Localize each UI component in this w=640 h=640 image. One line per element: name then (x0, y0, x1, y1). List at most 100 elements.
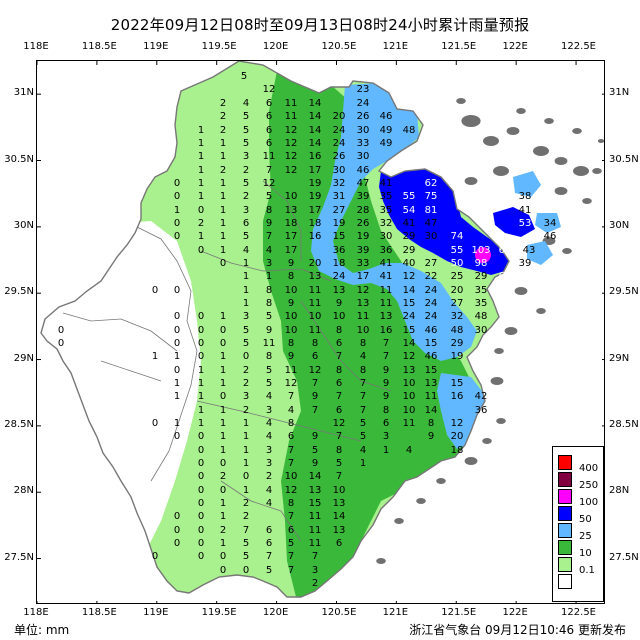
rainfall-value-label: 1 (220, 138, 226, 149)
island-shape (544, 118, 554, 124)
rainfall-value-label: 39 (357, 245, 370, 256)
rainfall-value-label: 24 (333, 138, 346, 149)
rainfall-value-label: 1 (266, 271, 272, 282)
rainfall-value-label: 3 (266, 405, 272, 416)
rainfall-value-label: 75 (425, 191, 438, 202)
rainfall-value-label: 15 (451, 378, 464, 389)
rainfall-value-label: 12 (403, 271, 416, 282)
rainfall-value-label: 46 (425, 351, 438, 362)
rainfall-value-label: 29 (403, 245, 416, 256)
rainfall-value-label: 17 (309, 165, 322, 176)
rainfall-value-label: 32 (380, 218, 393, 229)
rainfall-value-label: 13 (333, 285, 346, 296)
rainfall-value-label: 7 (336, 351, 342, 362)
rainfall-value-label: 1 (243, 285, 249, 296)
rainfall-value-label: 7 (288, 391, 294, 402)
rainfall-value-label: 4 (266, 485, 272, 496)
rainfall-value-label: 13 (309, 271, 322, 282)
rainfall-value-label: 7 (266, 551, 272, 562)
rainfall-value-label: 41 (380, 258, 393, 269)
rainfall-value-label: 81 (425, 205, 438, 216)
rainfall-value-label: 0 (152, 418, 158, 429)
rainfall-value-label: 0 (198, 445, 204, 456)
rainfall-value-label: 6 (336, 538, 342, 549)
rainfall-value-label: 4 (266, 431, 272, 442)
rainfall-value-label: 12 (285, 165, 298, 176)
rainfall-value-label: 3 (266, 458, 272, 469)
rainfall-value-label: 30 (357, 125, 370, 136)
rainfall-value-label: 1 (174, 418, 180, 429)
rainfall-value-label: 12 (285, 378, 298, 389)
rainfall-value-label: 29 (475, 271, 488, 282)
rainfall-value-label: 12 (263, 178, 276, 189)
rainfall-value-label: 1 (198, 405, 204, 416)
rainfall-value-label: 17 (357, 271, 370, 282)
rainfall-value-label: 2 (243, 498, 249, 509)
lon-tick-label: 121.5E (441, 41, 477, 52)
rainfall-value-label: 3 (266, 445, 272, 456)
island-shape (562, 248, 572, 254)
rainfall-value-label: 2 (243, 165, 249, 176)
rainfall-value-label: 0 (198, 311, 204, 322)
rainfall-value-label: 30 (425, 231, 438, 242)
rainfall-value-label: 11 (380, 298, 393, 309)
rainfall-value-label: 55 (403, 191, 416, 202)
lon-tick-label: 118E (23, 607, 49, 618)
rainfall-value-label: 8 (266, 351, 272, 362)
rainfall-value-label: 8 (336, 365, 342, 376)
rainfall-value-label: 14 (309, 125, 322, 136)
rainfall-value-label: 30 (380, 231, 393, 242)
rainfall-value-label: 5 (243, 338, 249, 349)
rainfall-value-label: 7 (243, 525, 249, 536)
rainfall-value-label: 13 (333, 498, 346, 509)
rainfall-value-label: 103 (471, 245, 490, 256)
rainfall-value-label: 8 (336, 325, 342, 336)
rainfall-value-label: 14 (403, 338, 416, 349)
rainfall-value-label: 19 (333, 218, 346, 229)
rainfall-value-label: 3 (243, 311, 249, 322)
lon-tick-label: 122.5E (561, 607, 596, 618)
rainfall-value-label: 1 (220, 311, 226, 322)
rainfall-value-label: 41 (380, 178, 393, 189)
rainfall-value-label: 1 (220, 178, 226, 189)
rainfall-value-label: 65 (499, 245, 512, 256)
rainfall-value-label: 9 (383, 378, 389, 389)
rainfall-value-label: 15 (309, 498, 322, 509)
rainfall-value-label: 0 (174, 218, 180, 229)
island-shape (582, 198, 592, 204)
rainfall-value-label: 0 (198, 205, 204, 216)
rainfall-value-label: 9 (383, 365, 389, 376)
rainfall-value-label: 15 (333, 231, 346, 242)
rainfall-value-label: 7 (266, 165, 272, 176)
rainfall-value-label: 7 (312, 378, 318, 389)
rainfall-value-label: 1 (220, 351, 226, 362)
rainfall-value-label: 47 (425, 218, 438, 229)
legend-label: 10 (579, 548, 592, 559)
rainfall-value-label: 10 (403, 378, 416, 389)
island-shape (514, 287, 528, 295)
rainfall-value-label: 19 (309, 191, 322, 202)
lat-tick-label: 29.5N (609, 286, 639, 298)
rainfall-value-label: 7 (288, 458, 294, 469)
rainfall-value-label: 15 (403, 298, 416, 309)
rainfall-value-label: 1 (174, 378, 180, 389)
rainfall-value-label: 5 (266, 565, 272, 576)
rainfall-value-label: 2 (220, 471, 226, 482)
rainfall-value-label: 0 (220, 338, 226, 349)
rainfall-value-label: 36 (475, 405, 488, 416)
rainfall-value-label: 17 (285, 231, 298, 242)
rainfall-value-label: 32 (333, 178, 346, 189)
rainfall-value-label: 1 (220, 365, 226, 376)
rainfall-value-label: 18 (451, 445, 464, 456)
rainfall-value-label: 2 (220, 165, 226, 176)
lon-tick-label: 119E (143, 607, 169, 618)
rainfall-value-label: 1 (198, 391, 204, 402)
rainfall-value-label: 18 (285, 218, 298, 229)
rainfall-value-label: 49 (380, 138, 393, 149)
rainfall-value-label: 14 (309, 111, 322, 122)
rainfall-value-label: 33 (357, 138, 370, 149)
legend-label: 400 (579, 463, 599, 474)
rainfall-value-label: 3 (243, 205, 249, 216)
rainfall-value-label: 18 (309, 218, 322, 229)
rainfall-value-label: 4 (266, 498, 272, 509)
